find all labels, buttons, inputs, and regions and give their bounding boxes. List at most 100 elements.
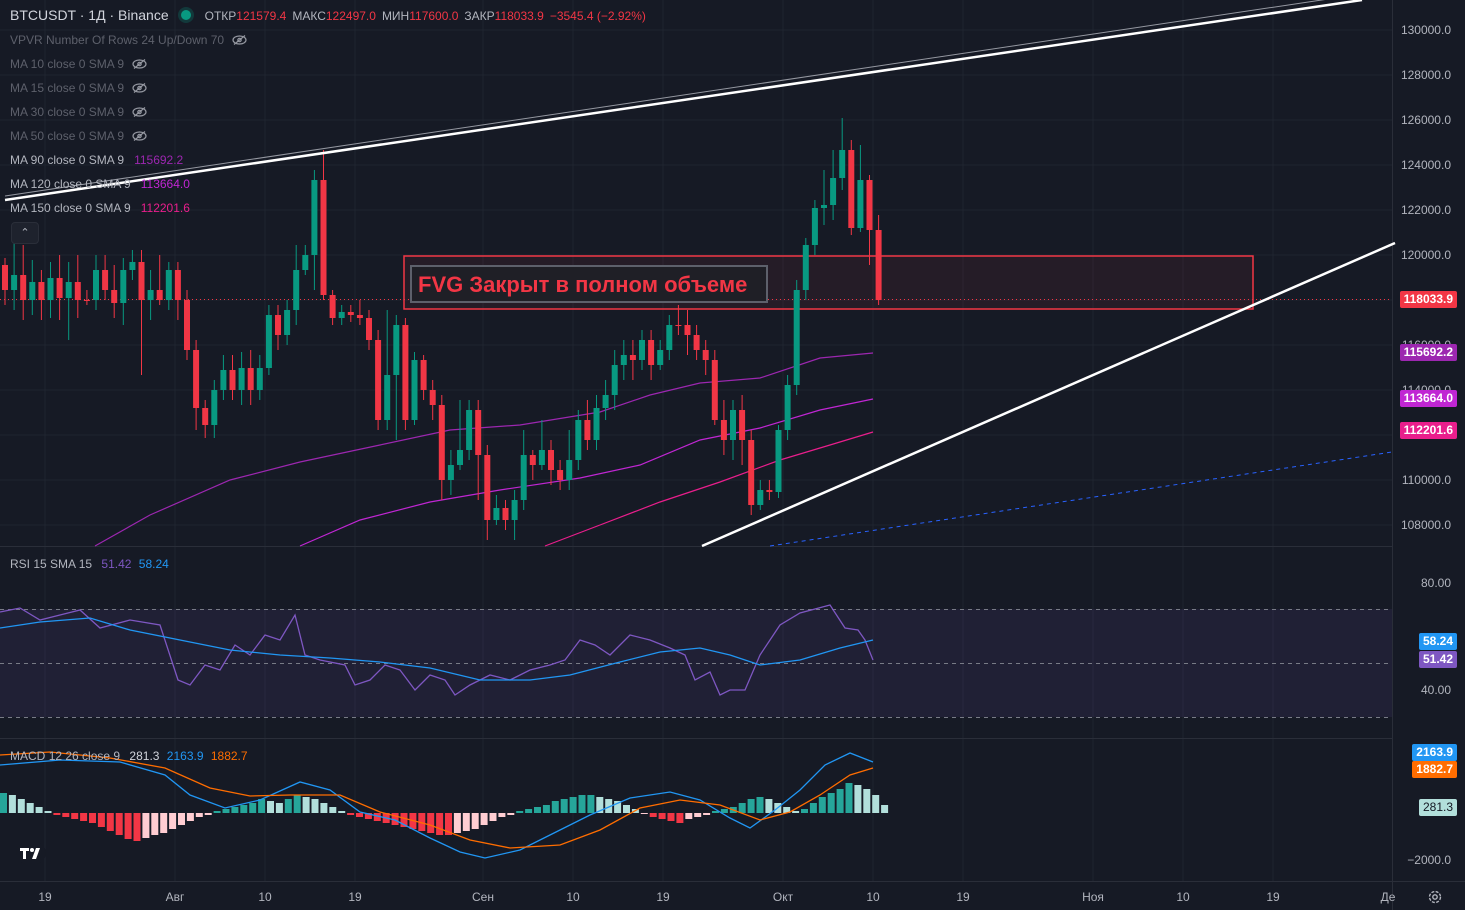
macd-histogram-bar — [418, 813, 426, 831]
lower-trend-line[interactable] — [701, 241, 1396, 548]
candle-body — [566, 460, 573, 480]
indicator-legend-3[interactable]: MA 30 close 0 SMA 9 — [10, 104, 147, 120]
candle-body — [83, 300, 90, 301]
gear-icon[interactable] — [1427, 889, 1443, 905]
macd-histogram-bar — [507, 813, 515, 815]
candle-body — [511, 500, 518, 520]
macd-histogram-bar — [881, 805, 889, 813]
eye-hidden-icon[interactable] — [132, 59, 147, 69]
candle-body — [311, 180, 318, 255]
candle-body — [575, 420, 582, 460]
indicator-legend-2[interactable]: MA 15 close 0 SMA 9 — [10, 80, 147, 96]
candle-body — [147, 290, 154, 300]
ma-price-badge: 113664.0 — [1399, 389, 1457, 407]
macd-histogram-bar — [160, 813, 168, 833]
indicator-label: MA 90 close 0 SMA 9 — [10, 153, 125, 167]
macd-histogram-bar — [703, 813, 711, 815]
candle-body — [611, 365, 618, 395]
rsi-axis-tick-40: 40.00 — [1420, 683, 1451, 697]
rsi-badge: 51.42 — [1418, 651, 1457, 668]
macd-histogram-bar — [311, 799, 319, 813]
change-value: −3545.4 (−2.92%) — [549, 9, 646, 23]
rsi-sma-badge: 58.24 — [1418, 633, 1457, 650]
macd-histogram-bar — [115, 813, 123, 835]
macd-histogram-bar — [124, 813, 132, 839]
candle-body — [666, 325, 673, 350]
time-axis-tick: 10 — [258, 890, 272, 904]
indicator-value: 115692.2 — [134, 153, 184, 167]
macd-histogram-bar — [836, 789, 844, 813]
macd-histogram-bar — [596, 797, 604, 813]
macd-histogram-bar — [480, 813, 488, 825]
candle-body — [220, 370, 227, 390]
indicator-legend-0[interactable]: VPVR Number Of Rows 24 Up/Down 70 — [10, 32, 247, 48]
candle-body — [502, 508, 509, 520]
tradingview-logo-icon[interactable] — [16, 842, 46, 864]
candle-body — [639, 340, 645, 360]
time-axis-tick: 19 — [656, 890, 670, 904]
macd-histogram-bar — [471, 813, 479, 829]
macd-params: 12 26 close 9 — [48, 749, 121, 763]
candle-body — [47, 278, 54, 300]
eye-hidden-icon[interactable] — [232, 35, 247, 45]
macd-histogram-bar — [338, 811, 346, 813]
eye-hidden-icon[interactable] — [132, 83, 147, 93]
macd-histogram-bar — [623, 805, 630, 813]
candle-body — [784, 385, 791, 430]
macd-legend[interactable]: MACD 12 26 close 9 281.3 2163.9 1882.7 — [10, 748, 248, 764]
indicator-value: 112201.6 — [140, 201, 190, 215]
ma-price-badge: 115692.2 — [1399, 343, 1457, 361]
candle-body — [466, 410, 473, 450]
candle-body — [320, 180, 327, 295]
indicator-legend-5[interactable]: MA 90 close 0 SMA 9 115692.2 — [10, 152, 183, 168]
candle-body — [802, 245, 809, 290]
macd-histogram-bar — [747, 799, 755, 813]
upper-trend-line-thin[interactable] — [4, 0, 1362, 197]
time-axis-tick: Де — [1380, 890, 1396, 904]
indicator-legend-1[interactable]: MA 10 close 0 SMA 9 — [10, 56, 147, 72]
candle-body — [102, 270, 109, 290]
macd-histogram-bar — [35, 807, 43, 813]
symbol-legend[interactable]: BTCUSDT · 1Д · Binance ОТКР121579.4 МАКС12… — [10, 7, 646, 24]
indicator-legend-7[interactable]: MA 150 close 0 SMA 9 112201.6 — [10, 200, 190, 216]
eye-hidden-icon[interactable] — [132, 107, 147, 117]
collapse-legend-button[interactable]: ⌃ — [11, 222, 39, 244]
macd-histogram-bar — [133, 813, 141, 841]
fvg-annotation-label[interactable]: FVG Закрыт в полном объеме — [410, 265, 768, 303]
candle-body — [38, 282, 45, 300]
indicator-legend-4[interactable]: MA 50 close 0 SMA 9 — [10, 128, 147, 144]
macd-histogram-bar — [8, 795, 16, 813]
macd-histogram-bar — [320, 803, 328, 813]
macd-histogram-bar — [809, 803, 817, 813]
candle-body — [165, 270, 172, 300]
macd-histogram-bar — [293, 795, 301, 813]
eye-hidden-icon[interactable] — [132, 131, 147, 141]
candle-body — [475, 410, 482, 455]
macd-histogram-bar — [792, 811, 800, 813]
candle-body — [65, 282, 72, 298]
symbol-title[interactable]: BTCUSDT · 1Д · Binance — [10, 7, 169, 23]
macd-histogram-bar — [249, 803, 257, 813]
macd-histogram-bar — [854, 785, 862, 813]
candle-body — [329, 295, 336, 318]
dashed-trend-line[interactable] — [769, 451, 1393, 547]
candle-body — [347, 312, 354, 315]
rsi-value: 51.42 — [101, 557, 132, 571]
indicator-legend-6[interactable]: MA 120 close 0 SMA 9 113664.0 — [10, 176, 190, 192]
rsi-legend[interactable]: RSI 15 SMA 15 51.42 58.24 — [10, 556, 169, 572]
macd-histogram-bar — [204, 813, 212, 815]
upper-trend-line[interactable] — [4, 0, 1363, 202]
ma-150-line — [544, 431, 874, 547]
macd-histogram-bar — [712, 811, 719, 813]
macd-line — [0, 752, 874, 859]
macd-hist-value: 281.3 — [129, 749, 160, 763]
macd-histogram-bar — [587, 795, 595, 813]
candle-body — [629, 355, 636, 360]
market-status-icon — [180, 10, 191, 20]
candle-body — [284, 310, 291, 335]
candle-body — [793, 290, 800, 385]
time-axis-tick: Окт — [772, 890, 794, 904]
price-axis-tick: 126000.0 — [1400, 113, 1451, 127]
macd-histogram-bar — [756, 797, 764, 813]
